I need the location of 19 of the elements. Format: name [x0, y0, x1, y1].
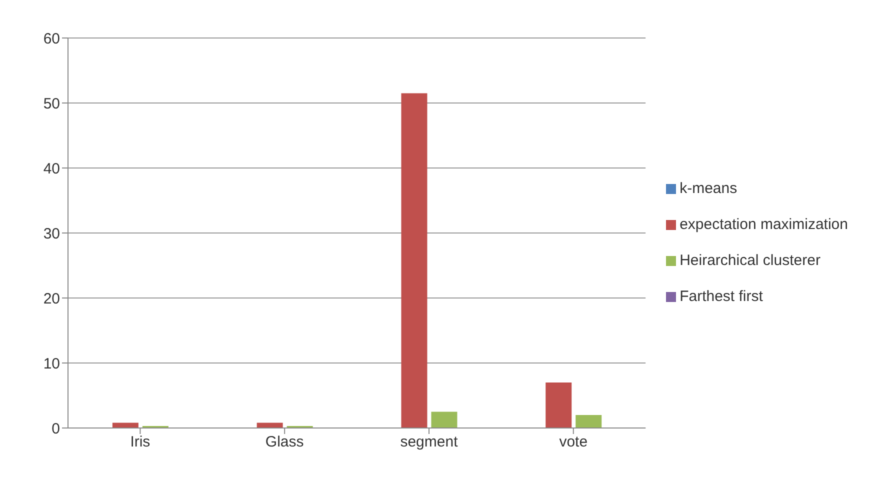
legend-label: k-means: [680, 180, 738, 197]
bar: [546, 382, 572, 428]
y-tick-label: 40: [43, 160, 60, 178]
y-tick-label: 0: [52, 420, 60, 438]
legend-label: expectation maximization: [680, 216, 848, 233]
bar: [431, 412, 458, 428]
y-tick-label: 30: [43, 225, 60, 242]
y-tick-label: 60: [43, 30, 60, 48]
legend-label: Heirarchical clusterer: [680, 252, 820, 269]
y-tick-label: 10: [43, 355, 60, 372]
x-tick-label: segment: [400, 434, 459, 451]
x-tick-label: Glass: [265, 434, 304, 451]
x-tick-label: vote: [559, 434, 588, 451]
bar: [576, 415, 602, 428]
y-tick-label: 50: [43, 95, 60, 112]
y-tick-label: 20: [43, 290, 60, 308]
bar: [401, 93, 428, 428]
legend-label: Farthest first: [680, 288, 763, 305]
x-tick-label: Iris: [130, 434, 150, 451]
